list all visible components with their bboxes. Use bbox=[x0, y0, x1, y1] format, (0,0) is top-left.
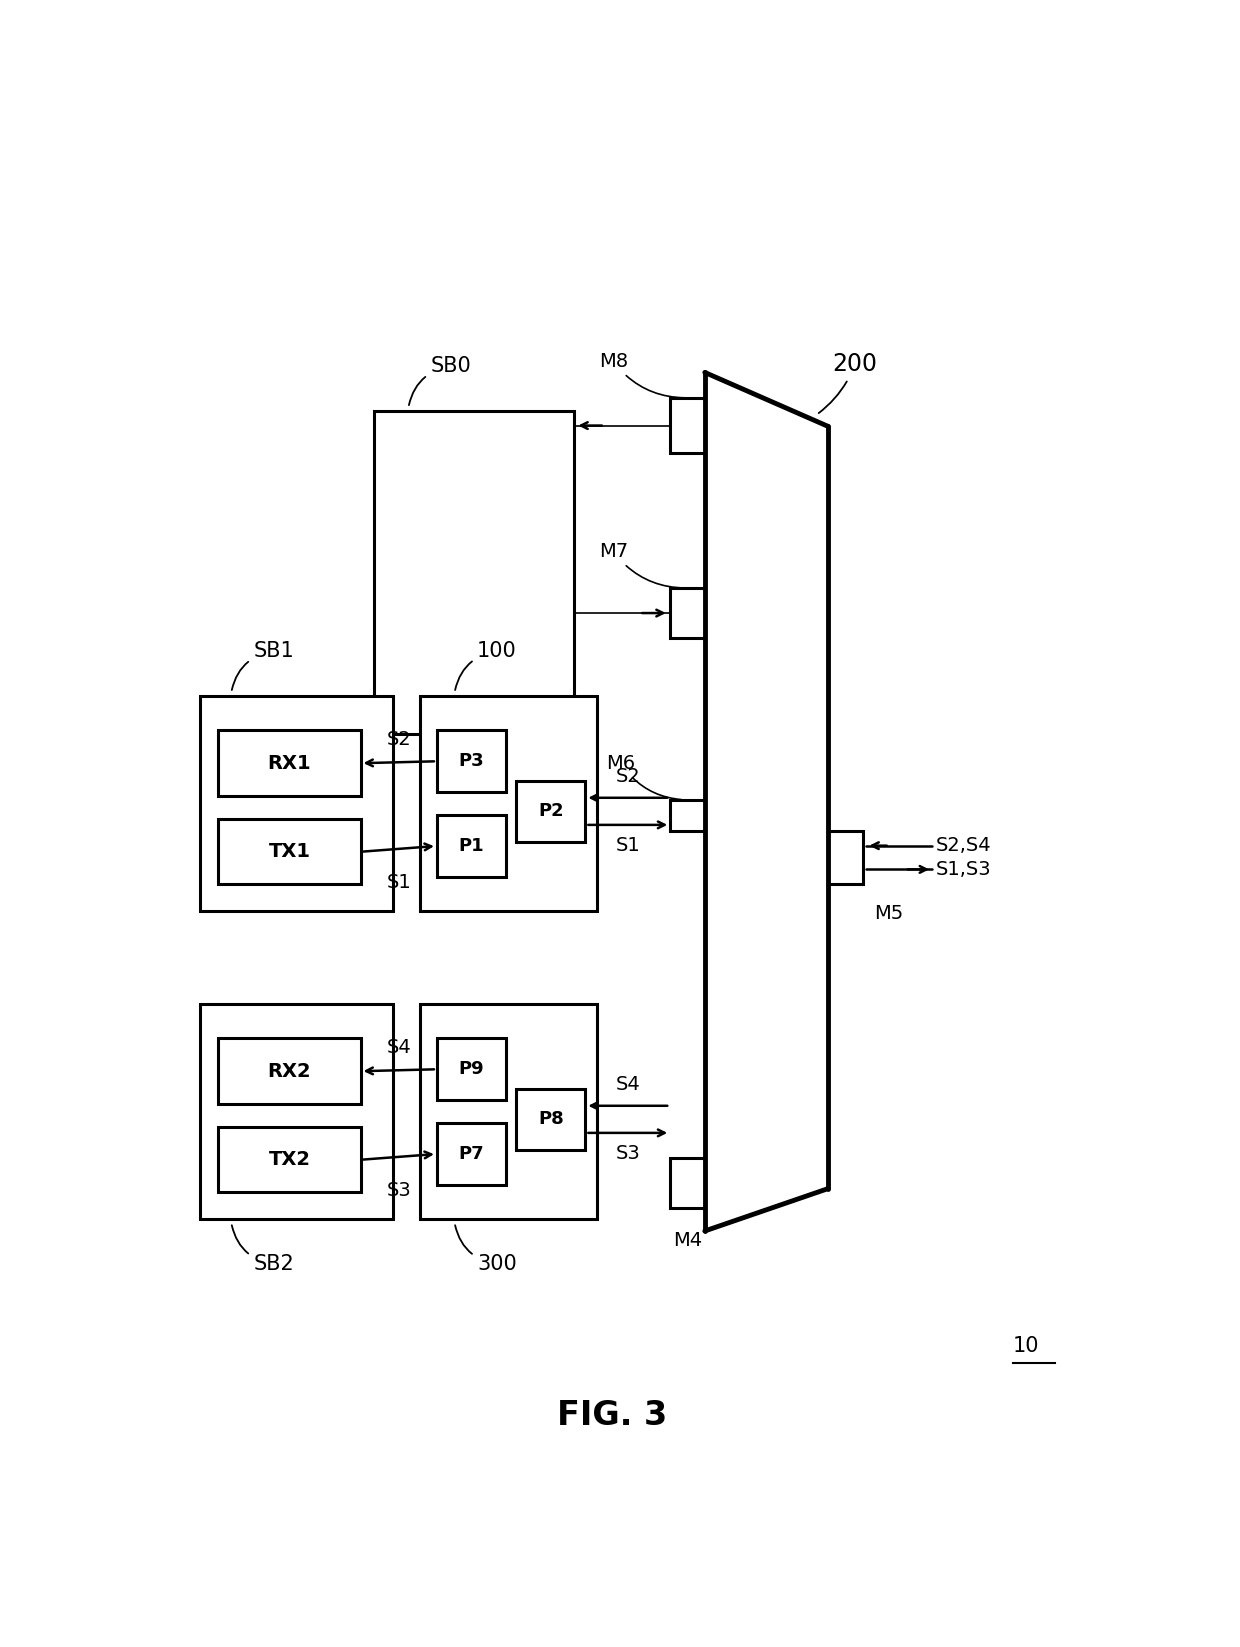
Text: S4: S4 bbox=[615, 1075, 640, 1094]
Text: RX1: RX1 bbox=[268, 754, 311, 772]
Text: S1,S3: S1,S3 bbox=[936, 860, 992, 879]
Bar bbox=[373, 412, 574, 735]
Bar bbox=[420, 1003, 596, 1219]
Bar bbox=[516, 1089, 585, 1150]
Text: SB1: SB1 bbox=[232, 641, 294, 690]
Bar bbox=[436, 1123, 506, 1184]
Text: P3: P3 bbox=[459, 753, 485, 771]
Text: SB0: SB0 bbox=[409, 356, 471, 405]
Bar bbox=[670, 588, 704, 637]
Text: P7: P7 bbox=[459, 1145, 485, 1163]
Bar bbox=[828, 830, 863, 884]
Bar bbox=[436, 731, 506, 792]
Bar bbox=[201, 1003, 393, 1219]
Text: TX1: TX1 bbox=[268, 842, 310, 861]
Text: P1: P1 bbox=[459, 837, 485, 855]
Bar bbox=[218, 1127, 361, 1192]
Bar bbox=[436, 1039, 506, 1100]
Bar bbox=[218, 731, 361, 796]
Text: P9: P9 bbox=[459, 1061, 485, 1079]
Text: S2: S2 bbox=[387, 730, 412, 749]
Text: M5: M5 bbox=[874, 904, 904, 922]
Text: S2,S4: S2,S4 bbox=[936, 837, 992, 855]
Bar bbox=[218, 819, 361, 884]
Bar bbox=[218, 1039, 361, 1103]
Bar bbox=[670, 800, 704, 830]
Text: P2: P2 bbox=[538, 802, 564, 820]
Bar bbox=[420, 695, 596, 911]
Bar bbox=[670, 399, 704, 453]
Text: M4: M4 bbox=[673, 1230, 702, 1250]
Text: 10: 10 bbox=[1013, 1336, 1039, 1357]
Text: RX2: RX2 bbox=[268, 1062, 311, 1080]
Bar bbox=[670, 1158, 704, 1207]
Bar bbox=[516, 781, 585, 842]
Text: S1: S1 bbox=[615, 837, 640, 855]
Text: S4: S4 bbox=[387, 1038, 412, 1057]
Text: M6: M6 bbox=[606, 754, 681, 799]
Text: TX2: TX2 bbox=[268, 1150, 310, 1169]
Text: S3: S3 bbox=[387, 1181, 412, 1201]
Text: 300: 300 bbox=[455, 1225, 517, 1275]
Text: SB2: SB2 bbox=[232, 1225, 294, 1275]
Text: S2: S2 bbox=[615, 768, 640, 786]
Text: P8: P8 bbox=[538, 1110, 564, 1128]
Bar bbox=[436, 815, 506, 876]
Text: S3: S3 bbox=[615, 1145, 640, 1163]
Bar bbox=[201, 695, 393, 911]
Text: 200: 200 bbox=[818, 352, 878, 413]
Text: S1: S1 bbox=[387, 873, 412, 893]
Text: M8: M8 bbox=[599, 352, 684, 399]
Text: FIG. 3: FIG. 3 bbox=[557, 1400, 667, 1433]
Text: 100: 100 bbox=[455, 641, 517, 690]
Text: M7: M7 bbox=[599, 542, 684, 588]
